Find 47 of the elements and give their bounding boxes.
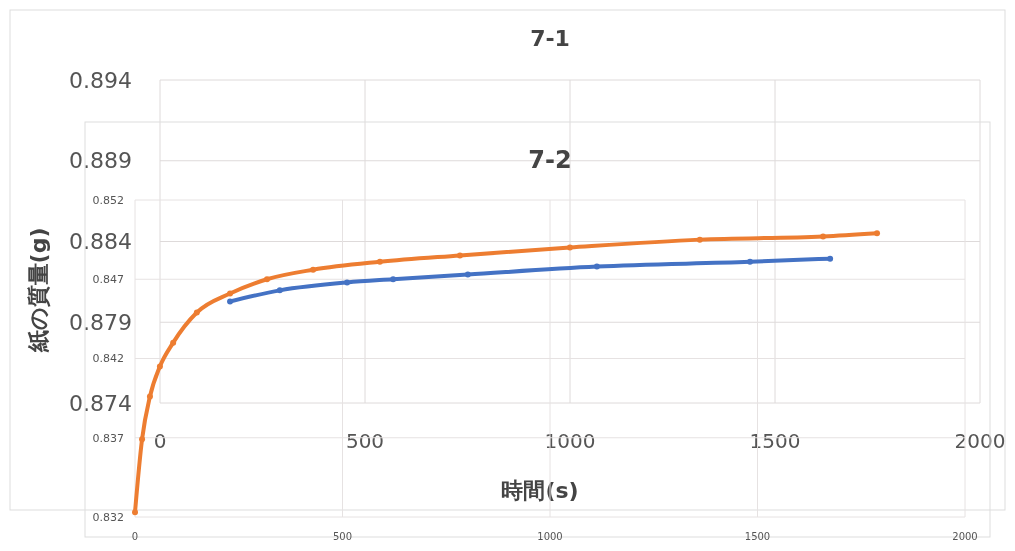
point xyxy=(170,339,177,346)
point xyxy=(139,436,146,443)
point xyxy=(747,258,754,265)
x-tick-label: 2000 xyxy=(954,429,1006,453)
point xyxy=(696,236,703,243)
point xyxy=(156,363,163,370)
point xyxy=(344,279,351,286)
point xyxy=(132,509,138,516)
point xyxy=(227,290,234,297)
y-tick-label: 0.852 xyxy=(92,193,124,207)
point xyxy=(227,298,234,305)
x-tick-label: 1000 xyxy=(544,429,596,453)
point xyxy=(874,230,881,237)
x-tick-label: 500 xyxy=(345,429,385,453)
x-tick-label: 0 xyxy=(131,531,139,542)
x-axis-title: 時間(s) xyxy=(501,478,579,503)
point xyxy=(820,233,827,240)
y-tick-label: 0.874 xyxy=(69,390,132,416)
x-tick-label: 1500 xyxy=(749,429,801,453)
y-tick-label: 0.847 xyxy=(92,273,124,287)
x-tick-label: 500 xyxy=(332,531,353,542)
x-tick-label: 1000 xyxy=(537,531,563,542)
x-tick-label: 0 xyxy=(153,429,167,453)
point xyxy=(263,276,270,283)
x-tick-label: 1500 xyxy=(744,531,771,542)
point xyxy=(376,258,383,265)
chart-title: 7-2 xyxy=(528,146,572,174)
point xyxy=(827,255,834,262)
point xyxy=(193,309,200,316)
y-tick-label: 0.837 xyxy=(92,431,124,445)
y-tick-label: 0.879 xyxy=(69,309,132,335)
y-axis-title: 紙の質量(g) xyxy=(26,227,51,354)
y-tick-label: 0.832 xyxy=(92,510,124,524)
point xyxy=(390,276,397,283)
y-tick-label: 0.894 xyxy=(69,67,132,93)
point xyxy=(310,266,317,273)
y-tick-label: 0.842 xyxy=(92,352,124,366)
y-tick-label: 0.884 xyxy=(69,229,132,255)
point xyxy=(456,252,463,259)
point xyxy=(276,287,283,294)
point xyxy=(464,271,471,278)
point xyxy=(146,393,153,400)
point xyxy=(593,263,600,270)
point xyxy=(566,244,573,251)
y-tick-label: 0.889 xyxy=(69,148,132,174)
x-tick-label: 2000 xyxy=(952,531,978,542)
chart-title: 7-1 xyxy=(530,26,570,51)
